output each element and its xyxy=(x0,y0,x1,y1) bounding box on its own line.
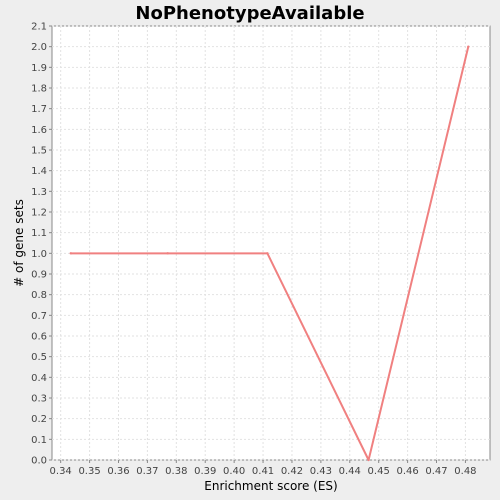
y-tick-label: 1.3 xyxy=(31,187,47,198)
x-tick-label: 0.42 xyxy=(281,466,303,477)
data-point xyxy=(467,45,470,48)
y-tick-label: 1.0 xyxy=(31,249,47,260)
x-tick-label: 0.46 xyxy=(396,466,418,477)
y-axis-ticks: 0.0 0.1 0.2 0.3 0.4 0.5 0.6 0.7 0.8 0.9 1.0 1.1 1.2 1… xyxy=(31,22,52,467)
y-tick-label: 0.6 xyxy=(31,332,47,343)
x-tick-label: 0.40 xyxy=(223,466,245,477)
y-axis-label: # of gene sets xyxy=(12,199,26,287)
y-tick-label: 0.5 xyxy=(31,352,47,363)
x-tick-label: 0.47 xyxy=(425,466,447,477)
y-tick-label: 0.0 xyxy=(31,456,47,467)
data-point xyxy=(166,252,169,255)
x-tick-label: 0.38 xyxy=(165,466,187,477)
plot-area xyxy=(51,25,491,461)
grid xyxy=(52,25,490,461)
y-tick-label: 1.9 xyxy=(31,63,47,74)
y-tick-label: 0.8 xyxy=(31,290,47,301)
x-tick-label: 0.35 xyxy=(78,466,100,477)
data-point xyxy=(367,458,370,462)
x-tick-label: 0.45 xyxy=(368,466,390,477)
y-tick-label: 1.5 xyxy=(31,146,47,157)
y-tick-label: 0.2 xyxy=(31,414,47,425)
y-tick-label: 0.3 xyxy=(31,394,47,405)
y-tick-label: 0.9 xyxy=(31,270,47,281)
y-tick-label: 1.4 xyxy=(31,166,47,177)
data-point xyxy=(69,252,72,255)
y-tick-label: 1.1 xyxy=(31,228,47,239)
series-group xyxy=(69,45,470,462)
chart-title: NoPhenotypeAvailable xyxy=(135,3,364,24)
x-tick-label: 0.44 xyxy=(339,466,361,477)
x-tick-label: 0.43 xyxy=(310,466,332,477)
y-tick-label: 1.6 xyxy=(31,125,47,136)
y-tick-label: 0.1 xyxy=(31,435,47,446)
y-tick-label: 1.2 xyxy=(31,208,47,219)
x-tick-label: 0.48 xyxy=(454,466,476,477)
x-tick-label: 0.41 xyxy=(252,466,274,477)
x-axis-ticks: 0.34 0.35 0.36 0.37 0.38 0.39 0.40 0.41 0.42 0.43… xyxy=(50,460,477,477)
y-tick-label: 2.0 xyxy=(31,42,47,53)
x-tick-label: 0.34 xyxy=(50,466,72,477)
data-point xyxy=(266,252,269,255)
x-tick-label: 0.37 xyxy=(136,466,158,477)
y-tick-label: 0.4 xyxy=(31,373,47,384)
x-axis-label: Enrichment score (ES) xyxy=(204,479,337,493)
y-tick-label: 1.7 xyxy=(31,104,47,115)
x-tick-label: 0.36 xyxy=(107,466,129,477)
y-tick-label: 2.1 xyxy=(31,22,47,33)
y-tick-label: 0.7 xyxy=(31,311,47,322)
y-tick-label: 1.8 xyxy=(31,84,47,95)
x-tick-label: 0.39 xyxy=(194,466,216,477)
